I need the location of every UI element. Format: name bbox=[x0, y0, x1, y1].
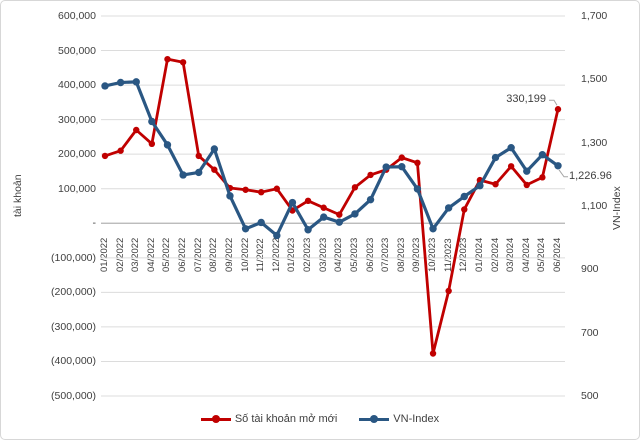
series-marker-0 bbox=[445, 287, 452, 295]
right-axis-tick: 1,700 bbox=[581, 10, 608, 22]
series-marker-1 bbox=[304, 226, 312, 234]
left-axis-tick: (300,000) bbox=[51, 320, 96, 333]
series-marker-1 bbox=[382, 163, 390, 171]
series-marker-1 bbox=[273, 231, 281, 240]
series-marker-0 bbox=[351, 184, 359, 191]
series-marker-1 bbox=[116, 78, 125, 87]
series-marker-1 bbox=[413, 185, 422, 193]
series-marker-1 bbox=[460, 192, 468, 201]
series-marker-0 bbox=[320, 204, 327, 211]
right-axis-tick: 1,500 bbox=[581, 73, 608, 86]
series-marker-0 bbox=[429, 350, 437, 357]
series-marker-1 bbox=[241, 225, 250, 233]
series-marker-1 bbox=[398, 163, 406, 171]
series-marker-1 bbox=[226, 192, 234, 200]
left-axis-tick: 500,000 bbox=[58, 44, 96, 57]
series-marker-0 bbox=[414, 159, 421, 167]
series-marker-0 bbox=[554, 106, 562, 113]
legend: Số tài khoản mở mới VN-Index bbox=[1, 407, 639, 431]
left-axis-tick: 300,000 bbox=[58, 113, 96, 126]
left-axis-tick: (400,000) bbox=[51, 355, 96, 368]
series-marker-0 bbox=[117, 147, 124, 154]
series-marker-1 bbox=[195, 168, 203, 177]
legend-label-vnindex: VN-Index bbox=[393, 413, 440, 425]
left-axis-tick: 400,000 bbox=[58, 79, 96, 92]
series-marker-0 bbox=[211, 166, 218, 173]
series-marker-1 bbox=[554, 162, 562, 170]
series-marker-0 bbox=[133, 126, 140, 134]
legend-item-new-accounts: Số tài khoản mở mới bbox=[200, 413, 338, 425]
series-marker-0 bbox=[336, 211, 343, 218]
left-axis-tick: (500,000) bbox=[51, 390, 96, 402]
series-marker-0 bbox=[507, 163, 515, 170]
left-axis-tick: (200,000) bbox=[51, 286, 96, 299]
legend-label-new-accounts: Số tài khoản mở mới bbox=[234, 413, 338, 425]
left-axis-tick: 600,000 bbox=[58, 10, 96, 22]
series-marker-0 bbox=[539, 174, 546, 181]
leader-line bbox=[549, 99, 558, 106]
series-marker-1 bbox=[163, 141, 172, 149]
legend-line-marker-blue bbox=[359, 414, 390, 423]
leader-line bbox=[558, 169, 568, 178]
series-marker-1 bbox=[210, 145, 219, 153]
right-axis-tick: 700 bbox=[581, 326, 599, 339]
series-marker-1 bbox=[288, 198, 297, 207]
series-marker-0 bbox=[242, 186, 249, 193]
left-axis-tick: (100,000) bbox=[51, 251, 96, 264]
left-axis-tick: 200,000 bbox=[58, 148, 96, 161]
series-marker-1 bbox=[429, 225, 437, 233]
series-marker-0 bbox=[461, 206, 468, 213]
series-marker-1 bbox=[444, 204, 453, 212]
series-marker-0 bbox=[148, 140, 156, 148]
series-marker-0 bbox=[101, 152, 109, 160]
series-marker-1 bbox=[101, 82, 109, 90]
right-axis-tick: 500 bbox=[581, 390, 599, 402]
right-axis-tick: 1,100 bbox=[581, 200, 608, 212]
series-marker-1 bbox=[538, 151, 547, 159]
series-marker-1 bbox=[523, 167, 531, 175]
series-line-1 bbox=[103, 80, 560, 238]
series-marker-1 bbox=[335, 218, 344, 226]
series-marker-0 bbox=[179, 59, 187, 66]
series-marker-1 bbox=[132, 78, 140, 86]
series-marker-1 bbox=[366, 195, 375, 204]
series-marker-0 bbox=[398, 154, 405, 161]
series-marker-0 bbox=[492, 181, 499, 188]
series-line-0 bbox=[103, 57, 560, 355]
series-marker-0 bbox=[304, 197, 312, 205]
series-marker-0 bbox=[523, 181, 530, 189]
series-marker-1 bbox=[179, 171, 187, 179]
series-marker-0 bbox=[164, 55, 171, 63]
data-label-vnindex: 1,226.96 bbox=[569, 169, 612, 182]
series-marker-1 bbox=[351, 210, 359, 218]
series-marker-1 bbox=[491, 153, 500, 162]
series-marker-1 bbox=[476, 182, 484, 190]
series-marker-0 bbox=[258, 188, 265, 196]
left-axis-tick: - bbox=[92, 217, 97, 230]
series-marker-0 bbox=[367, 171, 374, 179]
series-marker-1 bbox=[148, 117, 156, 126]
right-axis-tick: 1,300 bbox=[581, 136, 608, 149]
series-marker-1 bbox=[319, 213, 328, 221]
right-axis-tick: 900 bbox=[581, 263, 599, 276]
series-marker-1 bbox=[257, 218, 265, 227]
left-axis-tick: 100,000 bbox=[58, 182, 96, 195]
series-marker-1 bbox=[507, 144, 515, 152]
series-marker-0 bbox=[195, 152, 202, 160]
legend-line-marker-red bbox=[200, 414, 231, 423]
series-marker-0 bbox=[273, 185, 281, 192]
data-label-new-accounts: 330,199 bbox=[506, 93, 546, 106]
legend-item-vnindex: VN-Index bbox=[359, 413, 439, 425]
